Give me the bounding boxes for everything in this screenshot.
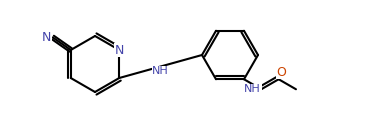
Text: N: N [114, 44, 124, 57]
Text: NH: NH [152, 67, 169, 76]
Text: NH: NH [244, 84, 261, 94]
Text: N: N [42, 31, 51, 44]
Text: O: O [277, 66, 287, 79]
